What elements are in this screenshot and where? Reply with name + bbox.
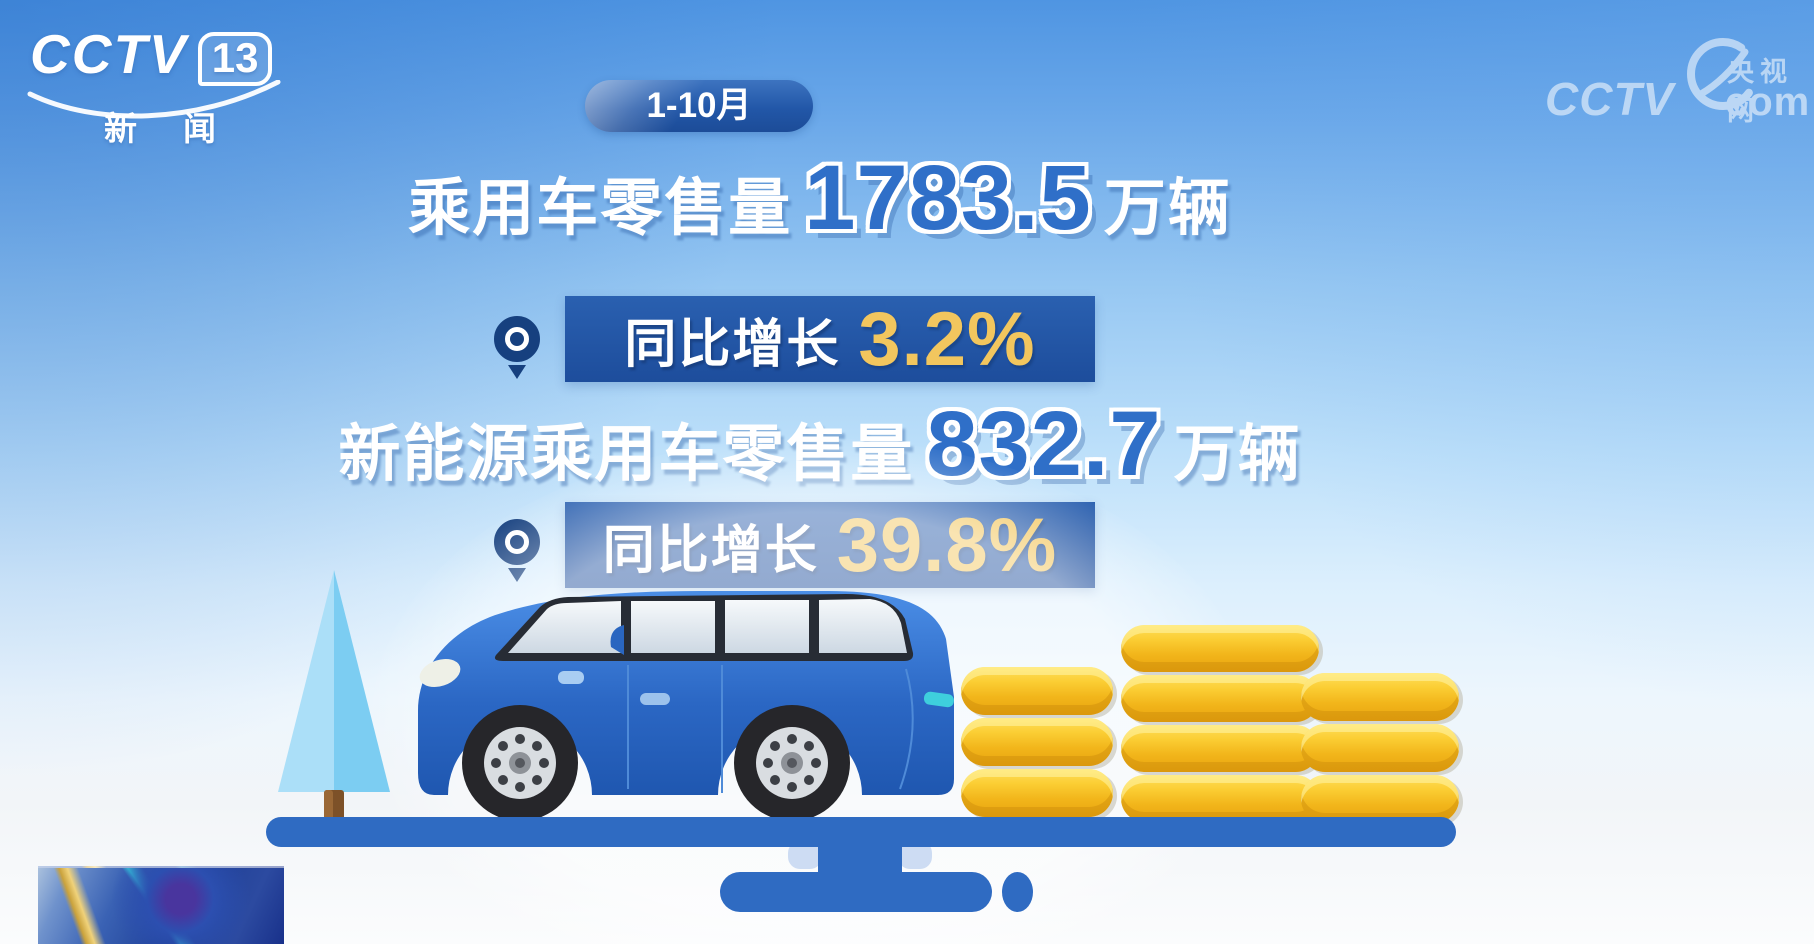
metric-1-headline: 乘用车零售量 1783.5 万辆 (0, 152, 1640, 247)
location-pin-icon (494, 316, 540, 379)
front-wheel (462, 705, 578, 821)
gold-coin (961, 667, 1113, 715)
studio-globe-inset (38, 866, 284, 944)
car-illustration (418, 591, 954, 821)
cctv13-channel-number: 13 (197, 32, 273, 86)
gold-coin (1121, 775, 1319, 822)
pin-tail (508, 365, 526, 379)
metric-1-value: 1783.5 (804, 147, 1092, 249)
watermark-domain: com (1725, 80, 1811, 124)
gold-coin (1301, 775, 1459, 823)
metric-2-unit: 万辆 (1173, 420, 1302, 489)
road-dot (1002, 872, 1033, 912)
gold-coin (1121, 675, 1319, 722)
cctv13-channel-bug: CCTV 13 新闻 (27, 22, 290, 150)
rear-wheel (734, 705, 850, 821)
tree-illustration (278, 570, 390, 824)
metric-1-label: 乘用车零售量 (408, 174, 793, 243)
watermark-cctv-text: CCTV (1545, 73, 1675, 125)
cctv-com-watermark: CCTV 央视网 com (1545, 38, 1809, 128)
pin-ring (494, 316, 540, 362)
coin-stack (961, 664, 1113, 817)
metric-1-growth-value: 3.2% (858, 296, 1036, 382)
coin-stack (1301, 670, 1459, 823)
gold-coin (1301, 724, 1459, 772)
gold-coin (961, 718, 1113, 766)
cctv13-logo-text: CCTV (30, 23, 188, 85)
metric-1-unit: 万辆 (1103, 174, 1232, 243)
metric-1-growth-bar: 同比增长 3.2% (565, 296, 1095, 382)
period-badge: 1-10月 (585, 80, 813, 132)
coin-stack (1121, 622, 1319, 822)
watermark-site-name: 央视网 (1727, 57, 1793, 126)
road-lower-bar (720, 872, 992, 912)
gold-coin (1301, 673, 1459, 721)
cctv13-underline-swoosh (27, 80, 281, 119)
metric-1-growth-label: 同比增长 (624, 315, 841, 374)
gold-coin (961, 769, 1113, 817)
gold-coin (1121, 625, 1319, 672)
globe-icon (1687, 38, 1759, 110)
gold-coin (1121, 725, 1319, 772)
